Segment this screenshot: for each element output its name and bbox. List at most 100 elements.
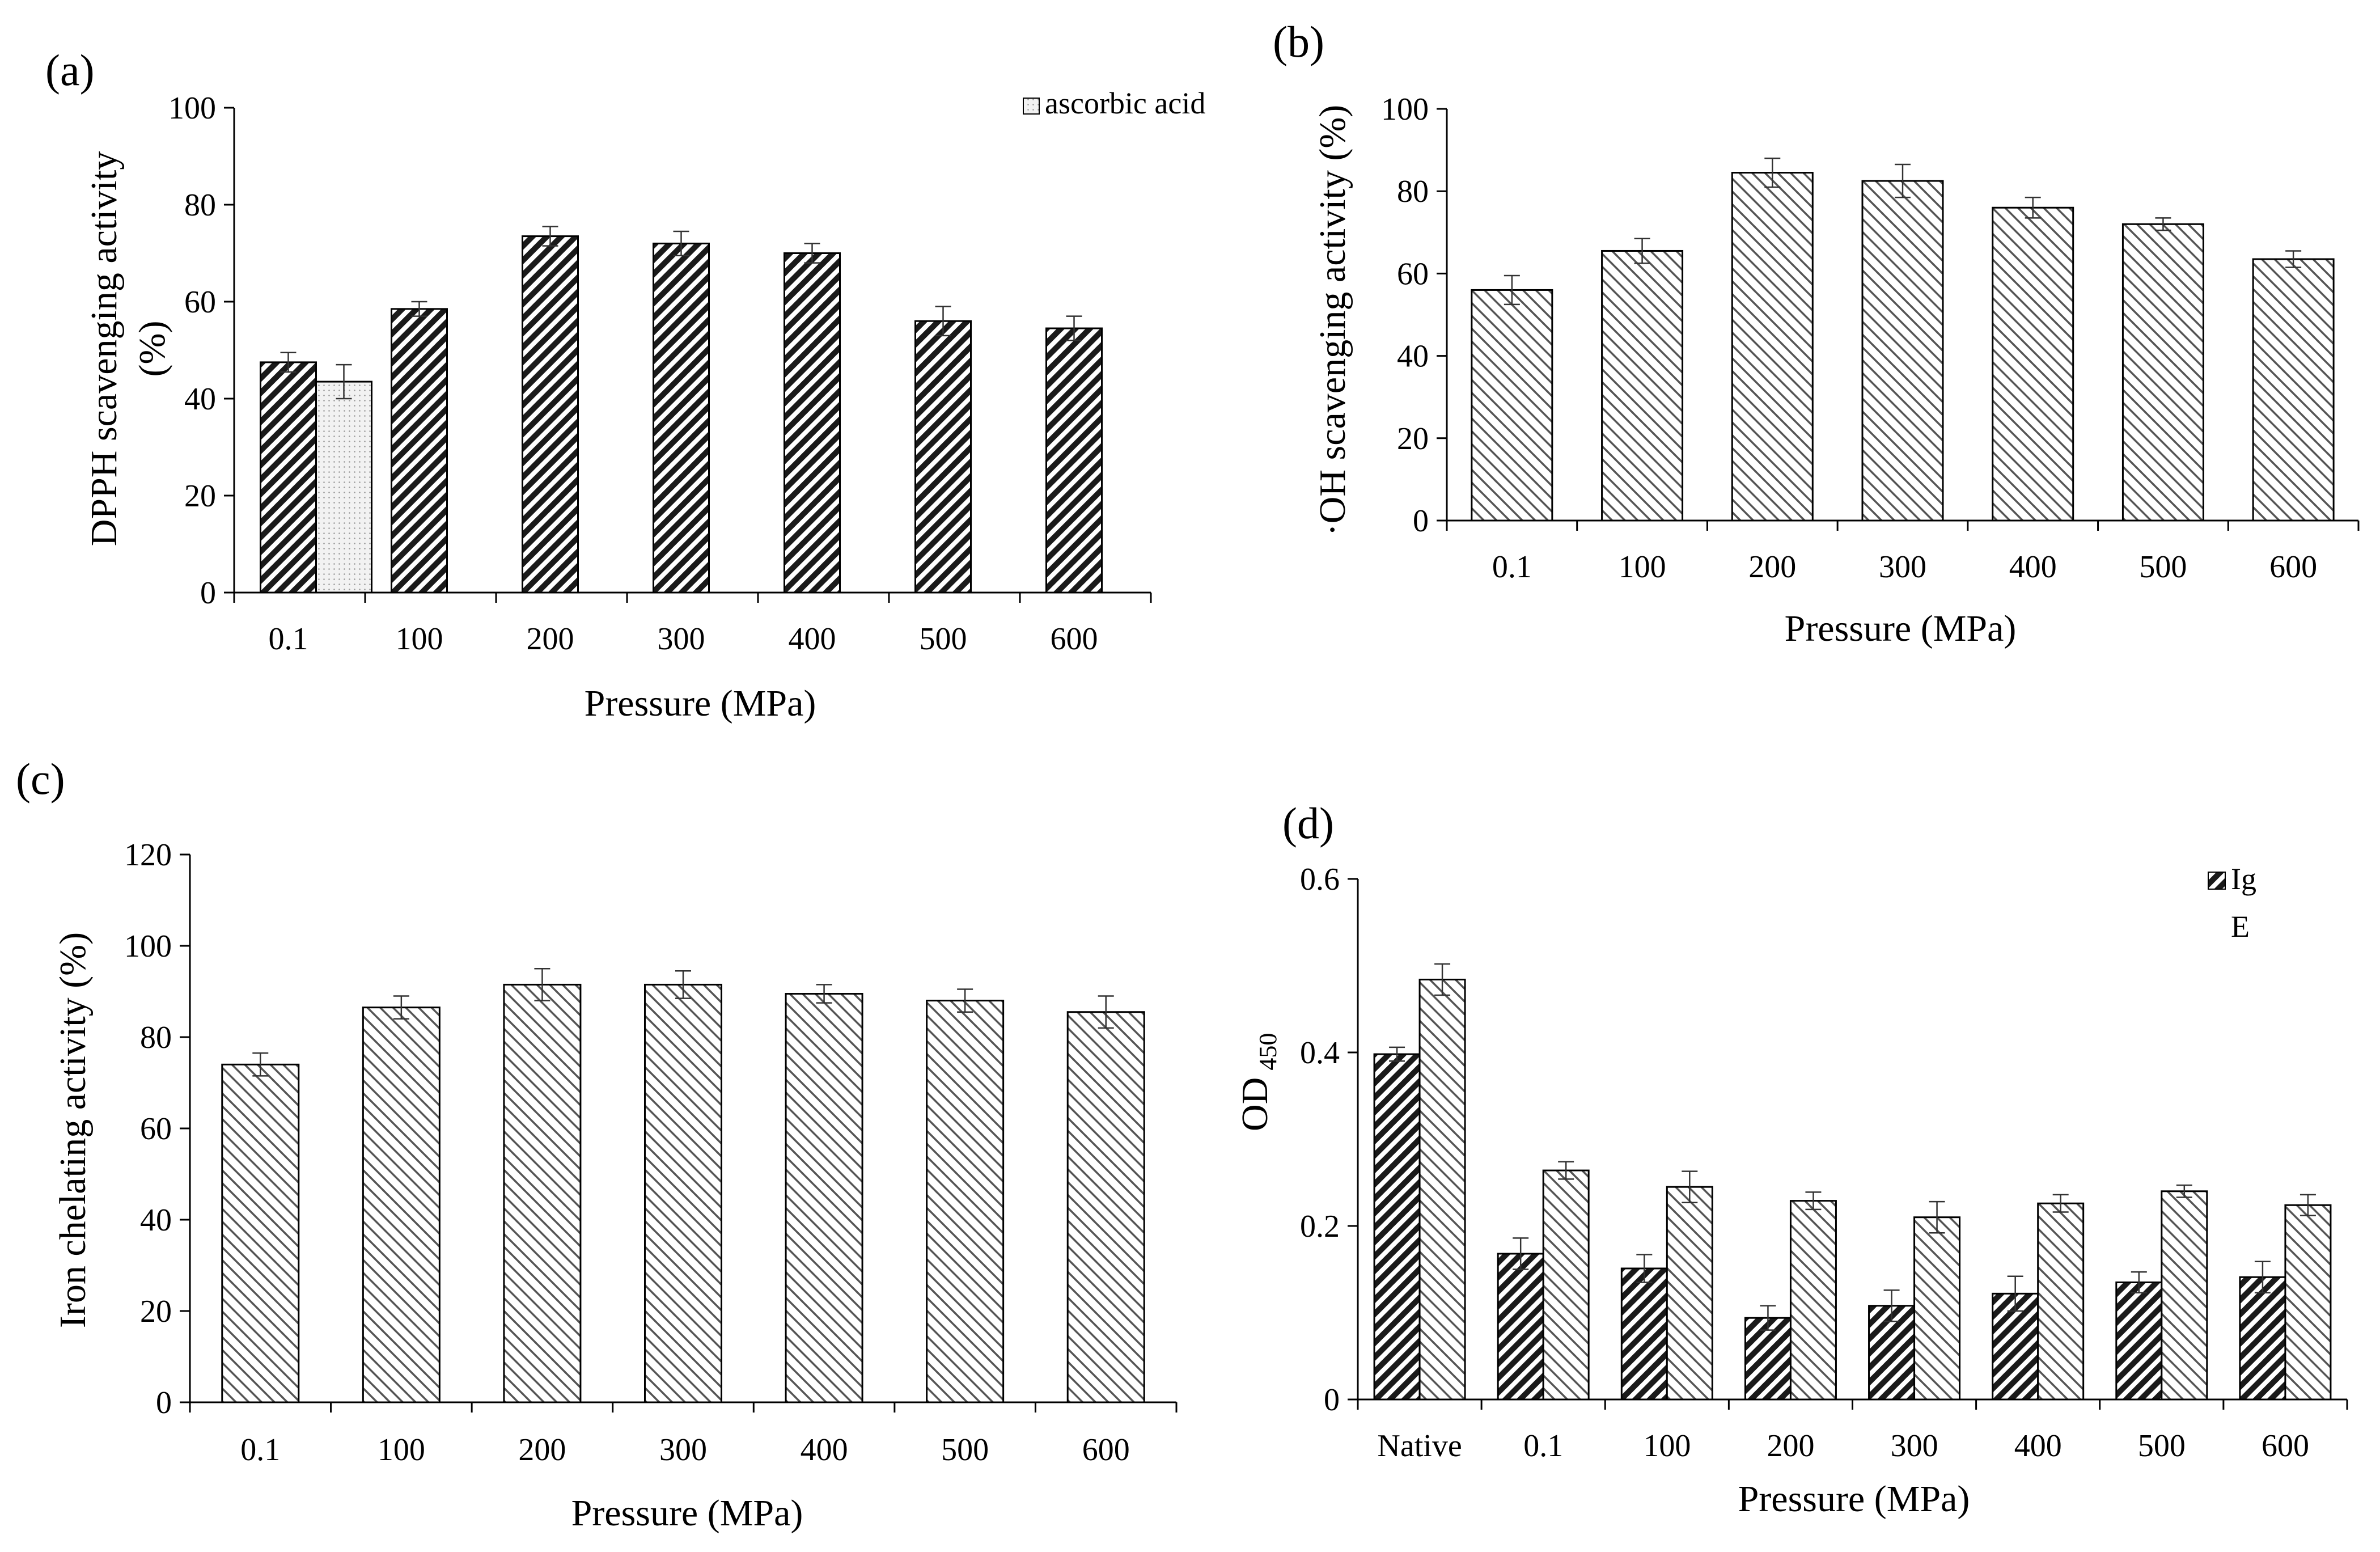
panel-d-legend: Ig E <box>2208 862 2256 944</box>
bar-ig <box>1373 1053 1421 1401</box>
panel-c: (c) Iron chelating activity (%) Pressure… <box>16 754 1178 1534</box>
x-tick-label: 500 <box>941 1432 989 1468</box>
x-tick-label: 600 <box>1051 621 1098 657</box>
bar-ig <box>2239 1276 2286 1401</box>
x-tick-label: 500 <box>920 621 967 657</box>
x-tick-label: 100 <box>378 1432 425 1468</box>
y-tick-label: 100 <box>168 91 216 126</box>
bar-sample <box>362 1007 441 1403</box>
panel-d-plot: 0 0.2 0.4 0.6 Native 0.1 100 200 300 400 500 600 <box>1300 862 2348 1464</box>
bar-sample <box>784 252 841 594</box>
panel-d-label: (d) <box>1282 798 1334 848</box>
bar-sample <box>2252 258 2335 522</box>
x-tick-label: 0.1 <box>1523 1428 1563 1464</box>
x-tick-label: 200 <box>527 621 574 657</box>
bar-sample <box>2121 223 2204 522</box>
bar-ascorbic-acid <box>315 380 372 594</box>
y-tick-label: 100 <box>1381 92 1429 127</box>
x-tick-label: 200 <box>518 1432 566 1468</box>
bar-sample <box>785 993 863 1403</box>
x-tick-label: Native <box>1377 1428 1462 1464</box>
panel-a-ylabel-line1: DPPH scavenging activity <box>83 151 125 547</box>
y-tick-label: 0 <box>200 576 216 611</box>
y-tick-label: 20 <box>184 479 216 514</box>
x-tick-label: 400 <box>801 1432 848 1468</box>
panel-d: (d) OD 450 Pressure (MPa) Ig E 0 0.2 0.4 0.6… <box>1234 798 2348 1520</box>
x-tick-label: 600 <box>2269 549 2317 585</box>
bar-sample <box>1731 172 1814 522</box>
bar-sample <box>1045 327 1103 594</box>
bar-sample <box>221 1063 300 1403</box>
x-tick-label: 600 <box>2262 1428 2309 1464</box>
panel-a-legend: ascorbic acid <box>1023 86 1205 120</box>
x-tick-label: 400 <box>2009 549 2057 585</box>
y-tick-label: 20 <box>1397 421 1429 456</box>
panel-b-label: (b) <box>1273 17 1324 66</box>
y-tick-label: 80 <box>184 188 216 223</box>
bar-sample <box>926 1000 1005 1403</box>
y-tick-label: 80 <box>1397 174 1429 209</box>
y-tick-label: 100 <box>124 929 172 964</box>
panel-b-xlabel: Pressure (MPa) <box>1785 608 2017 649</box>
x-tick-label: 500 <box>2139 549 2187 585</box>
bar-sample <box>1861 180 1944 522</box>
panel-d-xlabel: Pressure (MPa) <box>1738 1478 1970 1520</box>
y-tick-label: 40 <box>140 1203 172 1238</box>
x-tick-label: 300 <box>659 1432 707 1468</box>
y-tick-label: 60 <box>140 1111 172 1147</box>
y-tick-label: 0.2 <box>1300 1209 1340 1244</box>
bar-ig <box>1744 1317 1792 1401</box>
panel-a-plot: 0 20 40 60 80 100 0.1 100 200 300 400 500 600 <box>168 91 1152 657</box>
bar-sample <box>653 242 710 594</box>
bar-e <box>1789 1200 1837 1401</box>
bar-ig <box>2115 1281 2163 1401</box>
bar-e <box>2161 1190 2208 1401</box>
x-tick-label: 300 <box>658 621 705 657</box>
panel-b-ylabel: ·OH scavenging activity (%) <box>1312 105 1353 536</box>
y-tick-label: 0.6 <box>1300 862 1340 897</box>
panel-c-xlabel: Pressure (MPa) <box>571 1492 803 1534</box>
bar-ig <box>1620 1267 1668 1401</box>
y-tick-label: 0 <box>1413 504 1429 539</box>
bar-e <box>1666 1186 1713 1401</box>
bar-sample <box>1471 289 1553 522</box>
y-tick-label: 40 <box>184 382 216 417</box>
panel-b: (b) ·OH scavenging activity (%) Pressure… <box>1273 17 2360 649</box>
panel-a-label: (a) <box>45 45 95 95</box>
panel-a-ylabel-line2: (%) <box>132 321 173 377</box>
x-tick-label: 0.1 <box>269 621 308 657</box>
x-tick-label: 300 <box>1879 549 1926 585</box>
panel-a: (a) DPPH scavenging activity (%) Pressur… <box>45 45 1205 724</box>
bar-sample <box>503 983 582 1403</box>
panel-d-ylabel-sub: 450 <box>1254 1033 1282 1071</box>
y-tick-label: 60 <box>184 285 216 320</box>
x-tick-label: 400 <box>2014 1428 2062 1464</box>
y-tick-label: 80 <box>140 1020 172 1055</box>
bar-sample <box>522 235 579 594</box>
y-tick-label: 0 <box>1324 1382 1340 1418</box>
panel-c-label: (c) <box>16 754 65 804</box>
x-tick-label: 0.1 <box>1492 549 1532 585</box>
legend-label-e: E <box>2231 910 2250 944</box>
bar-sample <box>914 320 972 594</box>
legend-label-ascorbic-acid: ascorbic acid <box>1045 86 1205 120</box>
y-tick-label: 0.4 <box>1300 1035 1340 1071</box>
bar-sample <box>1992 206 2074 522</box>
bar-sample <box>644 983 722 1403</box>
y-tick-label: 60 <box>1397 256 1429 291</box>
bar-e <box>1913 1216 1961 1401</box>
bar-sample <box>391 308 448 594</box>
y-tick-label: 40 <box>1397 339 1429 374</box>
bar-ig <box>1497 1253 1544 1401</box>
x-tick-label: 200 <box>1767 1428 1814 1464</box>
x-tick-label: 300 <box>1891 1428 1938 1464</box>
y-tick-label: 120 <box>124 838 172 873</box>
x-tick-label: 400 <box>789 621 836 657</box>
bar-e <box>1418 978 1466 1401</box>
x-tick-label: 200 <box>1748 549 1796 585</box>
legend-swatch-ig <box>2208 872 2226 890</box>
x-tick-label: 100 <box>396 621 443 657</box>
bar-sample <box>1601 249 1684 522</box>
